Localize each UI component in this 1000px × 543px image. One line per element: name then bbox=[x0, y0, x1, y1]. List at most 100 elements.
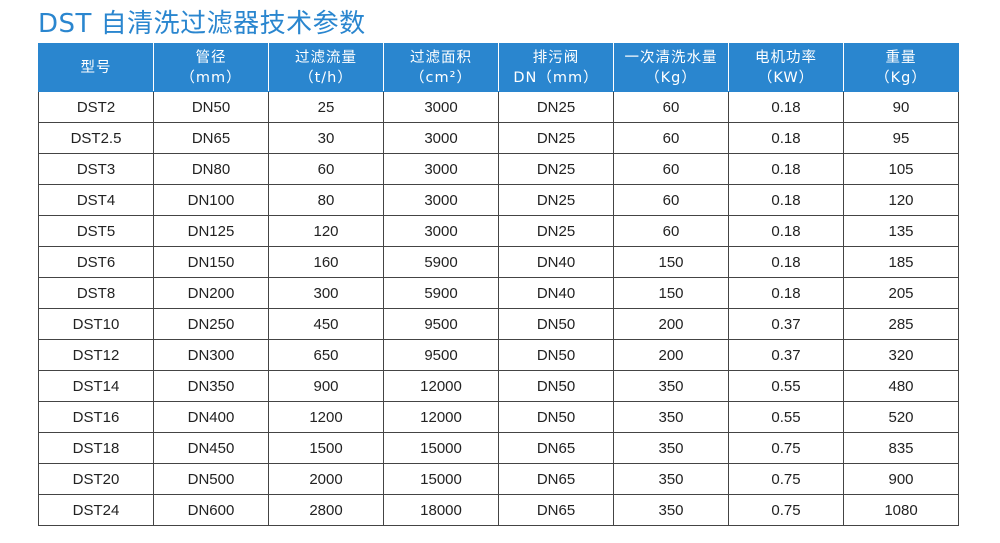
table-cell: 120 bbox=[268, 215, 384, 247]
header-cell-filter-area: 过滤面积 （cm²） bbox=[383, 43, 499, 92]
table-cell: DN65 bbox=[498, 494, 614, 526]
table-cell: 900 bbox=[268, 370, 384, 402]
table-cell: 0.75 bbox=[728, 432, 844, 464]
table-cell: 12000 bbox=[383, 370, 499, 402]
table-cell: 0.37 bbox=[728, 308, 844, 340]
table-cell: 25 bbox=[268, 91, 384, 123]
header-line: 型号 bbox=[80, 59, 112, 76]
table-row: DST3 DN80 60 3000 DN25 60 0.18 105 bbox=[38, 153, 959, 185]
table-cell: DN65 bbox=[498, 432, 614, 464]
header-line: 重量 bbox=[885, 49, 917, 66]
table-cell: DN500 bbox=[153, 463, 269, 495]
table-cell: DN400 bbox=[153, 401, 269, 433]
table-cell: 2000 bbox=[268, 463, 384, 495]
header-row: 型号 管径 （mm） 过滤流量 （t/h） 过滤面积 （cm²） 排污阀 DN（mm） … bbox=[38, 43, 959, 92]
table-cell: DN250 bbox=[153, 308, 269, 340]
table-cell: 1500 bbox=[268, 432, 384, 464]
table-cell: DST5 bbox=[38, 215, 154, 247]
table-cell: 9500 bbox=[383, 308, 499, 340]
header-line: 排污阀 bbox=[532, 49, 580, 66]
table-cell: 200 bbox=[613, 308, 729, 340]
table-cell: DST12 bbox=[38, 339, 154, 371]
header-unit: （mm） bbox=[180, 69, 242, 86]
header-unit: （t/h） bbox=[299, 69, 353, 86]
header-unit: （cm²） bbox=[410, 69, 472, 86]
table-cell: DN50 bbox=[498, 401, 614, 433]
header-line: 管径 bbox=[195, 49, 227, 66]
header-cell-flow-rate: 过滤流量 （t/h） bbox=[268, 43, 384, 92]
table-row: DST14 DN350 900 12000 DN50 350 0.55 480 bbox=[38, 370, 959, 402]
table-cell: DN25 bbox=[498, 91, 614, 123]
table-cell: DN25 bbox=[498, 153, 614, 185]
table-cell: 3000 bbox=[383, 215, 499, 247]
table-cell: 80 bbox=[268, 184, 384, 216]
table-cell: DST3 bbox=[38, 153, 154, 185]
table-cell: DST10 bbox=[38, 308, 154, 340]
table-cell: DN50 bbox=[153, 91, 269, 123]
header-unit: DN（mm） bbox=[513, 69, 599, 86]
table-cell: 480 bbox=[843, 370, 959, 402]
table-cell: 135 bbox=[843, 215, 959, 247]
table-cell: 1080 bbox=[843, 494, 959, 526]
table-cell: DN50 bbox=[498, 308, 614, 340]
table-row: DST16 DN400 1200 12000 DN50 350 0.55 520 bbox=[38, 401, 959, 433]
header-line: 过滤面积 bbox=[410, 49, 472, 66]
table-cell: DST18 bbox=[38, 432, 154, 464]
table-row: DST20 DN500 2000 15000 DN65 350 0.75 900 bbox=[38, 463, 959, 495]
table-cell: 835 bbox=[843, 432, 959, 464]
table-cell: 520 bbox=[843, 401, 959, 433]
table-cell: DN300 bbox=[153, 339, 269, 371]
table-row: DST4 DN100 80 3000 DN25 60 0.18 120 bbox=[38, 184, 959, 216]
table-cell: 300 bbox=[268, 277, 384, 309]
table-cell: 200 bbox=[613, 339, 729, 371]
table-cell: 900 bbox=[843, 463, 959, 495]
table-body: DST2 DN50 25 3000 DN25 60 0.18 90 DST2.5… bbox=[38, 91, 959, 526]
table-cell: DST8 bbox=[38, 277, 154, 309]
table-cell: 350 bbox=[613, 463, 729, 495]
table-cell: 95 bbox=[843, 122, 959, 154]
header-line: 电机功率 bbox=[755, 49, 817, 66]
table-cell: DST20 bbox=[38, 463, 154, 495]
table-cell: 0.18 bbox=[728, 246, 844, 278]
table-cell: 185 bbox=[843, 246, 959, 278]
header-cell-wash-water: 一次清洗水量 （Kg） bbox=[613, 43, 729, 92]
table-cell: 5900 bbox=[383, 246, 499, 278]
table-cell: DST2 bbox=[38, 91, 154, 123]
table-cell: 12000 bbox=[383, 401, 499, 433]
table-cell: 90 bbox=[843, 91, 959, 123]
table-cell: 285 bbox=[843, 308, 959, 340]
table-cell: 150 bbox=[613, 246, 729, 278]
table-cell: DN65 bbox=[153, 122, 269, 154]
table-cell: 320 bbox=[843, 339, 959, 371]
table-cell: DN25 bbox=[498, 184, 614, 216]
table-cell: 9500 bbox=[383, 339, 499, 371]
table-cell: 60 bbox=[268, 153, 384, 185]
table-cell: DN150 bbox=[153, 246, 269, 278]
table-cell: 30 bbox=[268, 122, 384, 154]
header-cell-model: 型号 bbox=[38, 43, 154, 92]
table-cell: 120 bbox=[843, 184, 959, 216]
header-unit: （Kg） bbox=[875, 69, 927, 86]
table-cell: 0.18 bbox=[728, 277, 844, 309]
table-cell: DN25 bbox=[498, 215, 614, 247]
table-cell: DN65 bbox=[498, 463, 614, 495]
table-cell: 0.18 bbox=[728, 215, 844, 247]
spec-table: 型号 管径 （mm） 过滤流量 （t/h） 过滤面积 （cm²） 排污阀 DN（mm） … bbox=[38, 43, 959, 526]
table-cell: 0.18 bbox=[728, 91, 844, 123]
table-cell: 350 bbox=[613, 494, 729, 526]
header-line: 一次清洗水量 bbox=[624, 49, 718, 66]
table-cell: 3000 bbox=[383, 184, 499, 216]
table-cell: DN350 bbox=[153, 370, 269, 402]
table-cell: DN125 bbox=[153, 215, 269, 247]
table-cell: 0.18 bbox=[728, 153, 844, 185]
table-cell: 18000 bbox=[383, 494, 499, 526]
table-cell: 150 bbox=[613, 277, 729, 309]
table-cell: 60 bbox=[613, 215, 729, 247]
header-line: 过滤流量 bbox=[295, 49, 357, 66]
table-cell: 350 bbox=[613, 401, 729, 433]
table-cell: 650 bbox=[268, 339, 384, 371]
table-cell: DN40 bbox=[498, 246, 614, 278]
table-cell: DN100 bbox=[153, 184, 269, 216]
header-cell-pipe-diameter: 管径 （mm） bbox=[153, 43, 269, 92]
table-cell: DN600 bbox=[153, 494, 269, 526]
